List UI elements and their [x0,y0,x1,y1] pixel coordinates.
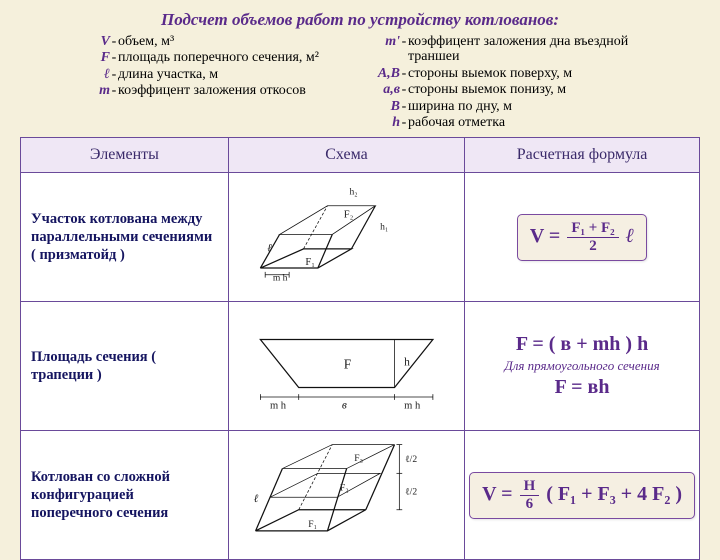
svg-text:h₂: h₂ [349,187,357,198]
svg-text:m h: m h [270,401,287,412]
svg-text:F₂: F₂ [344,210,354,221]
table-row: Площадь сечения ( трапеции ) F h m h m h… [21,302,700,431]
svg-text:F: F [344,357,351,372]
svg-text:ℓ/2: ℓ/2 [405,487,417,498]
element-name: Котлован со сложной конфигурацией попере… [25,464,224,526]
svg-text:F₁: F₁ [305,258,315,269]
element-name: Площадь сечения ( трапеции ) [25,344,224,388]
def-text: площадь поперечного сечения, м² [118,50,370,65]
def-text: длина участка, м [118,67,370,82]
svg-text:ℓ: ℓ [253,493,258,505]
formula-table: Элементы Схема Расчетная формула Участок… [20,137,700,560]
def-symbol: B [370,99,400,114]
formula-box: V = F₁ + F₂2 ℓ [517,214,647,261]
svg-text:h₁: h₁ [380,222,388,233]
def-text: ширина по дну, м [408,99,660,114]
def-symbol: F [80,50,110,65]
scheme-cell: F₁ F₂ ℓ h₁ h₂ m h [228,173,464,302]
formula-cell: V = H6 ( F₁ + F₃ + 4 F₂ ) [465,431,700,560]
formula-note: Для прямоугольного сечения [469,358,695,374]
formula-line: F = вh [469,376,695,399]
formula-cell: V = F₁ + F₂2 ℓ [465,173,700,302]
scheme-cell: F h m h m h в [228,302,464,431]
svg-text:h: h [404,357,410,369]
svg-text:F₁: F₁ [308,519,317,530]
th-formula: Расчетная формула [465,138,700,173]
svg-text:F₃: F₃ [354,453,363,464]
def-symbol: a,в [370,82,400,97]
scheme-cell: F₁ F₂ F₃ ℓ ℓ/2 ℓ/2 [228,431,464,560]
svg-text:m h: m h [404,401,421,412]
formula-line: F = ( в + mh ) h [469,333,695,356]
th-scheme: Схема [228,138,464,173]
def-symbol: m' [370,34,400,49]
def-text: стороны выемок понизу, м [408,82,660,97]
svg-text:m h: m h [273,273,288,284]
formula-cell: F = ( в + mh ) h Для прямоугольного сечен… [465,302,700,431]
svg-text:в: в [342,400,347,412]
def-symbol: m [80,83,110,98]
def-text: объем, м³ [118,34,370,49]
definitions-block: V-объем, м³F-площадь поперечного сечения… [20,34,700,137]
def-symbol: V [80,34,110,49]
th-elements: Элементы [21,138,229,173]
def-symbol: A,B [370,66,400,81]
table-row: Участок котлована между параллельными се… [21,173,700,302]
def-text: коэффицент заложения откосов [118,83,370,98]
def-symbol: h [370,115,400,130]
table-row: Котлован со сложной конфигурацией попере… [21,431,700,560]
def-text: стороны выемок поверху, м [408,66,660,81]
page-title: Подсчет объемов работ по устройству котл… [20,10,700,30]
def-text: рабочая отметка [408,115,660,130]
def-text: коэффицент заложения дна въездной транше… [408,34,660,65]
svg-text:ℓ/2: ℓ/2 [405,454,417,465]
def-symbol: ℓ [80,67,110,82]
formula-box: V = H6 ( F₁ + F₃ + 4 F₂ ) [469,472,695,519]
svg-text:F₂: F₂ [340,483,349,494]
svg-text:ℓ: ℓ [267,243,272,255]
element-name: Участок котлована между параллельными се… [25,206,224,268]
